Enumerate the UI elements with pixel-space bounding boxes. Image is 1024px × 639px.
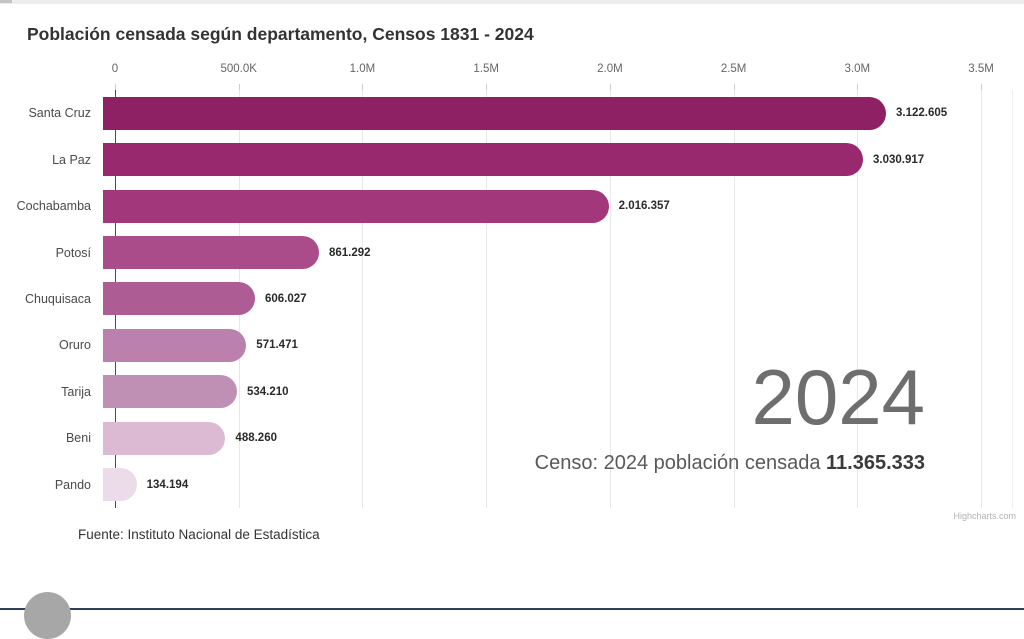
- bar-row: La Paz 3.030.917: [0, 136, 1012, 182]
- x-tick-mark: [362, 84, 364, 90]
- x-tick-label: 1.5M: [473, 63, 499, 75]
- bar-pando[interactable]: [103, 468, 137, 502]
- bar-value-label: 488.260: [235, 432, 277, 445]
- bar-track: 3.030.917: [103, 143, 1012, 177]
- bar-row: Beni 488.260: [0, 415, 1012, 461]
- top-edge-strip-segment: [0, 0, 12, 3]
- x-tick-mark: [115, 84, 116, 90]
- x-tick-mark: [733, 84, 735, 90]
- bar-cochabamba[interactable]: [103, 189, 609, 223]
- category-label: Pando: [54, 477, 91, 492]
- bar-value-label: 2.016.357: [618, 200, 670, 213]
- x-tick-label: 2.0M: [597, 63, 623, 75]
- bar-row: Potosí 861.292: [0, 229, 1012, 275]
- play-button[interactable]: [24, 592, 71, 639]
- x-tick-mark: [857, 84, 859, 90]
- category-label: Oruro: [59, 338, 91, 353]
- category-label: La Paz: [52, 152, 91, 167]
- gridline: [857, 90, 859, 508]
- category-label: Chuquisaca: [24, 291, 91, 306]
- bar-track: 2.016.357: [103, 189, 1012, 223]
- bar-value-label: 134.194: [146, 478, 189, 491]
- bar-value-label: 3.122.605: [896, 107, 948, 120]
- gridline: [733, 90, 735, 508]
- bar-potosí[interactable]: [103, 236, 319, 270]
- x-axis-ticks: [115, 84, 1012, 90]
- category-label: Potosí: [55, 245, 91, 260]
- x-axis-labels: 0 500.0K 1.0M 1.5M 2.0M 2.5M 3.0M 3.5M: [111, 63, 1012, 78]
- x-tick-mark: [609, 84, 611, 90]
- bottom-edge-bar: [0, 608, 1024, 610]
- bar-value-label: 3.030.917: [873, 153, 925, 166]
- source-note: Fuente: Instituto Nacional de Estadístic…: [78, 527, 320, 542]
- bar-track: 861.292: [103, 236, 1012, 270]
- bar-row: Pando 134.194: [0, 462, 1012, 508]
- annotation-caption: Censo: 2024 población censada 11.365.333: [535, 452, 925, 475]
- bar-oruro[interactable]: [103, 328, 247, 362]
- gridline: [981, 90, 983, 508]
- bar-row: Chuquisaca 606.027: [0, 276, 1012, 322]
- bar-row: Tarija 534.210: [0, 369, 1012, 415]
- bar-row: Oruro 571.471: [0, 322, 1012, 368]
- bar-santa-cruz[interactable]: [103, 96, 887, 130]
- bar-track: 606.027: [103, 282, 1012, 316]
- x-tick-label: 3.5M: [968, 63, 994, 75]
- bar-tarija[interactable]: [103, 375, 237, 409]
- x-tick-mark: [238, 84, 240, 90]
- bar-value-label: 861.292: [328, 246, 371, 259]
- x-tick-mark: [981, 84, 983, 90]
- bar-value-label: 606.027: [264, 292, 307, 305]
- x-tick-label: 500.0K: [220, 63, 257, 75]
- x-tick-mark: [486, 84, 488, 90]
- bar-track: 534.210: [103, 375, 1012, 409]
- category-label: Beni: [65, 431, 91, 446]
- bar-track: 488.260: [103, 421, 1012, 455]
- bar-track: 3.122.605: [103, 96, 1012, 130]
- top-edge-strip: [0, 0, 1024, 4]
- category-label: Cochabamba: [16, 199, 91, 214]
- bar-beni[interactable]: [103, 421, 226, 455]
- x-tick-label: 1.0M: [349, 63, 376, 75]
- category-label: Tarija: [61, 384, 91, 399]
- x-tick-label: 0: [111, 63, 119, 75]
- bar-row: Cochabamba 2.016.357: [0, 183, 1012, 229]
- bar-track: 134.194: [103, 468, 1012, 502]
- bar-value-label: 534.210: [246, 385, 289, 398]
- gridline-edge: [1012, 90, 1013, 508]
- chart-title: Población censada según departamento, Ce…: [27, 24, 534, 44]
- gridline: [362, 90, 364, 508]
- bar-rows: Santa Cruz 3.122.605 La Paz 3.030.917 Co…: [0, 90, 1012, 508]
- x-tick-label: 3.0M: [844, 63, 871, 75]
- bar-row: Santa Cruz 3.122.605: [0, 90, 1012, 136]
- bar-track: 571.471: [103, 328, 1012, 362]
- gridline: [486, 90, 488, 508]
- x-tick-label: 2.5M: [720, 63, 747, 75]
- gridline: [609, 90, 611, 508]
- bar-value-label: 571.471: [256, 339, 298, 352]
- category-label: Santa Cruz: [28, 106, 91, 121]
- bar-la-paz[interactable]: [103, 143, 864, 177]
- highcharts-credits-link[interactable]: Highcharts.com: [953, 511, 1016, 521]
- annotation-caption-text: Censo: 2024 población censada: [534, 452, 826, 474]
- annotation-year: 2024: [751, 353, 925, 441]
- bar-chuquisaca[interactable]: [103, 282, 255, 316]
- annotation-caption-value: 11.365.333: [826, 452, 925, 474]
